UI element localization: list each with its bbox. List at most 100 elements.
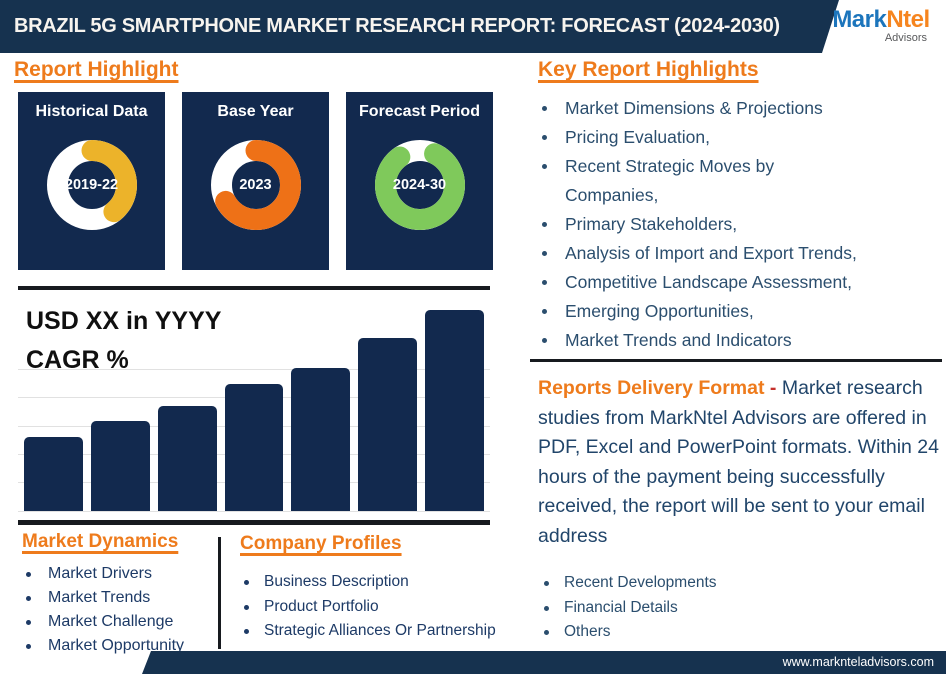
delivery-format-paragraph: Reports Delivery Format - Market researc… [538, 374, 944, 551]
donut-svg [374, 140, 465, 230]
gridline [18, 511, 490, 512]
list-item-label: Emerging Opportunities, [565, 301, 754, 321]
header-bar: BRAZIL 5G SMARTPHONE MARKET RESEARCH REP… [0, 0, 946, 53]
company-profiles-section: Company Profiles Business Description Pr… [240, 533, 520, 644]
company-profiles-list: Business Description Product Portfolio S… [240, 570, 520, 644]
donut-center-label: 2023 [239, 177, 272, 193]
footer-background [142, 651, 946, 674]
list-item: Market Trends [22, 586, 184, 610]
list-item-label: Competitive Landscape Assessment, [565, 272, 852, 292]
bullet-dot-icon [542, 106, 547, 111]
list-item: Recent Strategic Moves by Companies, [538, 152, 944, 210]
list-item-label: Primary Stakeholders, [565, 214, 738, 234]
list-item: Emerging Opportunities, [538, 297, 944, 326]
bullet-dot-icon [542, 164, 547, 169]
list-item: Primary Stakeholders, [538, 210, 944, 239]
bullet-dot-icon [26, 620, 31, 625]
bullet-dot-icon [244, 629, 249, 634]
growth-bar-chart: USD XX in YYYY CAGR % [18, 286, 490, 525]
card-forecast-period: Forecast Period 2024-30 [346, 92, 493, 270]
donut-center-label: 2024-30 [392, 177, 447, 193]
list-item-label: Recent Strategic Moves by Companies, [565, 156, 775, 205]
bullet-dot-icon [544, 605, 549, 611]
market-dynamics-heading: Market Dynamics [22, 531, 179, 552]
bar [291, 368, 351, 511]
bullet-dot-icon [542, 251, 547, 256]
list-item: Market Opportunity [22, 634, 184, 658]
list-item-label: Market Challenge [48, 613, 174, 630]
bar-chart-bars [24, 290, 485, 511]
list-item: Business Description [240, 570, 520, 595]
highlight-cards-row: Historical Data 2019-22 Base Year 2023 F… [18, 92, 493, 270]
list-item: Financial Details [540, 596, 860, 621]
list-item-label: Others [564, 623, 611, 640]
list-item: Market Challenge [22, 610, 184, 634]
bar [90, 421, 150, 511]
bar [358, 338, 418, 511]
donut-center-label: 2019-22 [64, 177, 119, 193]
donut-svg [46, 140, 137, 230]
bar [24, 437, 83, 511]
key-report-highlights-heading: Key Report Highlights [538, 58, 759, 81]
logo-part-mark: Mark [832, 6, 887, 33]
market-dynamics-list: Market Drivers Market Trends Market Chal… [22, 562, 184, 658]
list-item-label: Market Trends and Indicators [565, 330, 792, 350]
list-item-label: Market Drivers [48, 565, 153, 582]
bullet-dot-icon [542, 309, 547, 314]
bullet-dot-icon [244, 604, 249, 610]
chart-annotation: USD XX in YYYY CAGR % [26, 302, 221, 380]
bullet-dot-icon [542, 222, 547, 227]
brand-logo-wordmark: MarkNtel [822, 6, 940, 33]
bullet-dot-icon [26, 596, 31, 601]
delivery-format-text: Market research studies from MarkNtel Ad… [538, 377, 939, 547]
horizontal-divider [530, 359, 942, 362]
bullet-dot-icon [542, 338, 547, 343]
list-item-label: Product Portfolio [264, 597, 379, 615]
delivery-format-label: Reports Delivery Format [538, 377, 765, 399]
additional-items-list: Recent Developments Financial Details Ot… [540, 571, 860, 645]
donut-chart-forecast: 2024-30 [370, 135, 470, 235]
list-item: Others [540, 620, 860, 645]
header-background [0, 0, 839, 53]
list-item-label: Analysis of Import and Export Trends, [565, 243, 857, 263]
delivery-format-separator: - [769, 377, 777, 399]
bullet-dot-icon [26, 572, 31, 577]
bar [224, 384, 284, 511]
list-item: Market Trends and Indicators [538, 326, 944, 355]
brand-logo-subtitle: Advisors [884, 32, 927, 45]
chart-bottom-border [18, 520, 490, 525]
page-title: BRAZIL 5G SMARTPHONE MARKET RESEARCH REP… [14, 15, 780, 37]
list-item-label: Financial Details [564, 598, 678, 616]
brand-logo: MarkNtel Advisors [822, 6, 940, 45]
bullet-dot-icon [244, 580, 249, 585]
key-report-highlights-list: Market Dimensions & Projections Pricing … [538, 94, 944, 355]
donut-chart-base-year: 2023 [206, 135, 306, 235]
list-item: Analysis of Import and Export Trends, [538, 239, 944, 268]
list-item: Market Drivers [22, 562, 184, 586]
company-profiles-heading: Company Profiles [240, 533, 402, 554]
list-item-label: Market Trends [48, 589, 151, 606]
chart-annotation-line2: CAGR % [26, 345, 129, 374]
list-item-label: Recent Developments [564, 574, 717, 591]
donut-chart-historical: 2019-22 [42, 135, 142, 235]
bullet-dot-icon [542, 135, 547, 140]
bullet-dot-icon [544, 581, 549, 586]
card-title: Base Year [217, 103, 294, 120]
card-historical-data: Historical Data 2019-22 [18, 92, 165, 270]
chart-annotation-line1: USD XX in YYYY [26, 307, 222, 335]
website-url-link[interactable]: www.marknteladvisors.com [782, 655, 934, 669]
bullet-dot-icon [26, 644, 31, 649]
list-item-label: Market Dimensions & Projections [565, 98, 823, 118]
market-dynamics-section: Market Dynamics Market Drivers Market Tr… [22, 531, 184, 658]
list-item: Strategic Alliances Or Partnership [240, 619, 520, 644]
list-item-label: Business Description [264, 573, 409, 590]
list-item: Recent Developments [540, 571, 860, 596]
report-highlight-heading: Report Highlight [14, 58, 179, 81]
chart-plot-area: USD XX in YYYY CAGR % [18, 290, 490, 520]
footer-bar: www.marknteladvisors.com [0, 651, 946, 674]
bullet-dot-icon [544, 630, 549, 635]
bar [157, 406, 217, 511]
list-item: Market Dimensions & Projections [538, 94, 944, 123]
vertical-divider [218, 537, 221, 649]
